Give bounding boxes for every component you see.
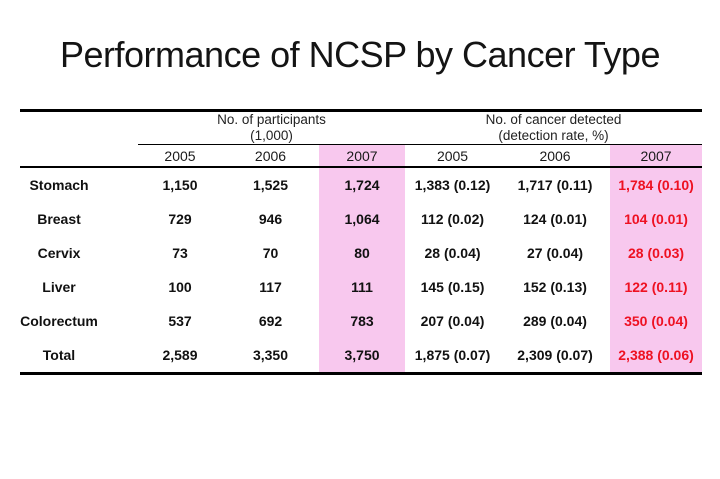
data-cell: 2,309 (0.07): [517, 347, 593, 363]
year-header-row: 2005 2006 2007 2005 2006 2007: [20, 144, 703, 168]
row-label: Breast: [37, 211, 81, 227]
detected-group-line1: No. of cancer detected: [485, 112, 622, 127]
group-header-row: No. of participants (1,000) No. of cance…: [20, 110, 703, 145]
data-cell: 1,717 (0.11): [517, 177, 593, 193]
data-cell: 1,150: [162, 177, 198, 193]
data-cell: 2,589: [162, 347, 198, 363]
table-row-colorectum: Colorectum 537 692 783 207 (0.04) 289 (0…: [20, 304, 703, 338]
data-cell: 1,525: [252, 177, 289, 193]
data-cell-highlighted: 1,724: [319, 167, 406, 202]
data-cell: 70: [262, 245, 279, 261]
data-cell-highlighted: 1,784 (0.10): [610, 167, 703, 202]
detected-group-line2: (detection rate, %): [498, 128, 609, 143]
data-cell: 207 (0.04): [420, 313, 485, 329]
data-cell: 145 (0.15): [420, 279, 485, 295]
corner-cell: [20, 111, 138, 145]
data-cell-highlighted: 122 (0.11): [610, 270, 703, 304]
row-label: Cervix: [37, 245, 81, 261]
data-cell: 1,383 (0.12): [414, 177, 491, 193]
table-row-stomach: Stomach 1,150 1,525 1,724 1,383 (0.12) 1…: [20, 167, 703, 202]
year-header-participants-2006: 2006: [222, 144, 319, 168]
year-header-detected-2005: 2005: [405, 144, 501, 168]
data-cell-highlighted: 783: [319, 304, 406, 338]
table-row-total: Total 2,589 3,350 3,750 1,875 (0.07) 2,3…: [20, 338, 703, 374]
row-label: Total: [42, 347, 76, 363]
data-cell: 112 (0.02): [420, 211, 485, 227]
table-row-liver: Liver 100 117 111 145 (0.15) 152 (0.13) …: [20, 270, 703, 304]
performance-table: No. of participants (1,000) No. of cance…: [20, 109, 703, 375]
data-cell: 946: [258, 211, 283, 227]
corner-cell: [20, 144, 138, 168]
data-cell: 1,875 (0.07): [414, 347, 491, 363]
data-cell: 692: [258, 313, 283, 329]
slide-title: Performance of NCSP by Cancer Type: [60, 34, 660, 75]
year-header-detected-2006: 2006: [500, 144, 611, 168]
table-row-breast: Breast 729 946 1,064 112 (0.02) 124 (0.0…: [20, 202, 703, 236]
data-cell-highlighted: 350 (0.04): [610, 304, 703, 338]
data-cell: 28 (0.04): [424, 245, 481, 261]
data-cell-highlighted: 1,064: [319, 202, 406, 236]
row-label: Colorectum: [20, 313, 98, 329]
year-header-detected-2007: 2007: [610, 144, 703, 168]
data-cell: 3,350: [252, 347, 289, 363]
data-cell: 27 (0.04): [526, 245, 584, 261]
year-header-participants-2007: 2007: [319, 144, 406, 168]
data-cell: 289 (0.04): [523, 313, 587, 329]
row-label: Liver: [42, 279, 76, 295]
data-cell: 117: [259, 279, 282, 295]
table-row-cervix: Cervix 73 70 80 28 (0.04) 27 (0.04) 28 (…: [20, 236, 703, 270]
row-label: Stomach: [29, 177, 89, 193]
detected-group-header: No. of cancer detected (detection rate, …: [405, 110, 703, 145]
data-cell-highlighted: 104 (0.01): [610, 202, 703, 236]
participants-group-line1: No. of participants: [217, 112, 326, 127]
data-cell-highlighted: 3,750: [319, 338, 406, 374]
participants-group-header: No. of participants (1,000): [138, 110, 406, 145]
data-cell: 729: [168, 211, 192, 227]
data-cell-highlighted: 80: [319, 236, 406, 270]
data-cell-highlighted: 28 (0.03): [610, 236, 703, 270]
data-cell: 537: [168, 313, 192, 329]
data-cell: 100: [168, 279, 192, 295]
data-cell: 152 (0.13): [523, 279, 587, 295]
data-cell-highlighted: 2,388 (0.06): [610, 338, 703, 374]
participants-group-line2: (1,000): [250, 128, 293, 143]
data-cell: 73: [172, 245, 188, 261]
data-cell-highlighted: 111: [319, 270, 406, 304]
data-cell: 124 (0.01): [523, 211, 587, 227]
year-header-participants-2005: 2005: [138, 144, 222, 168]
